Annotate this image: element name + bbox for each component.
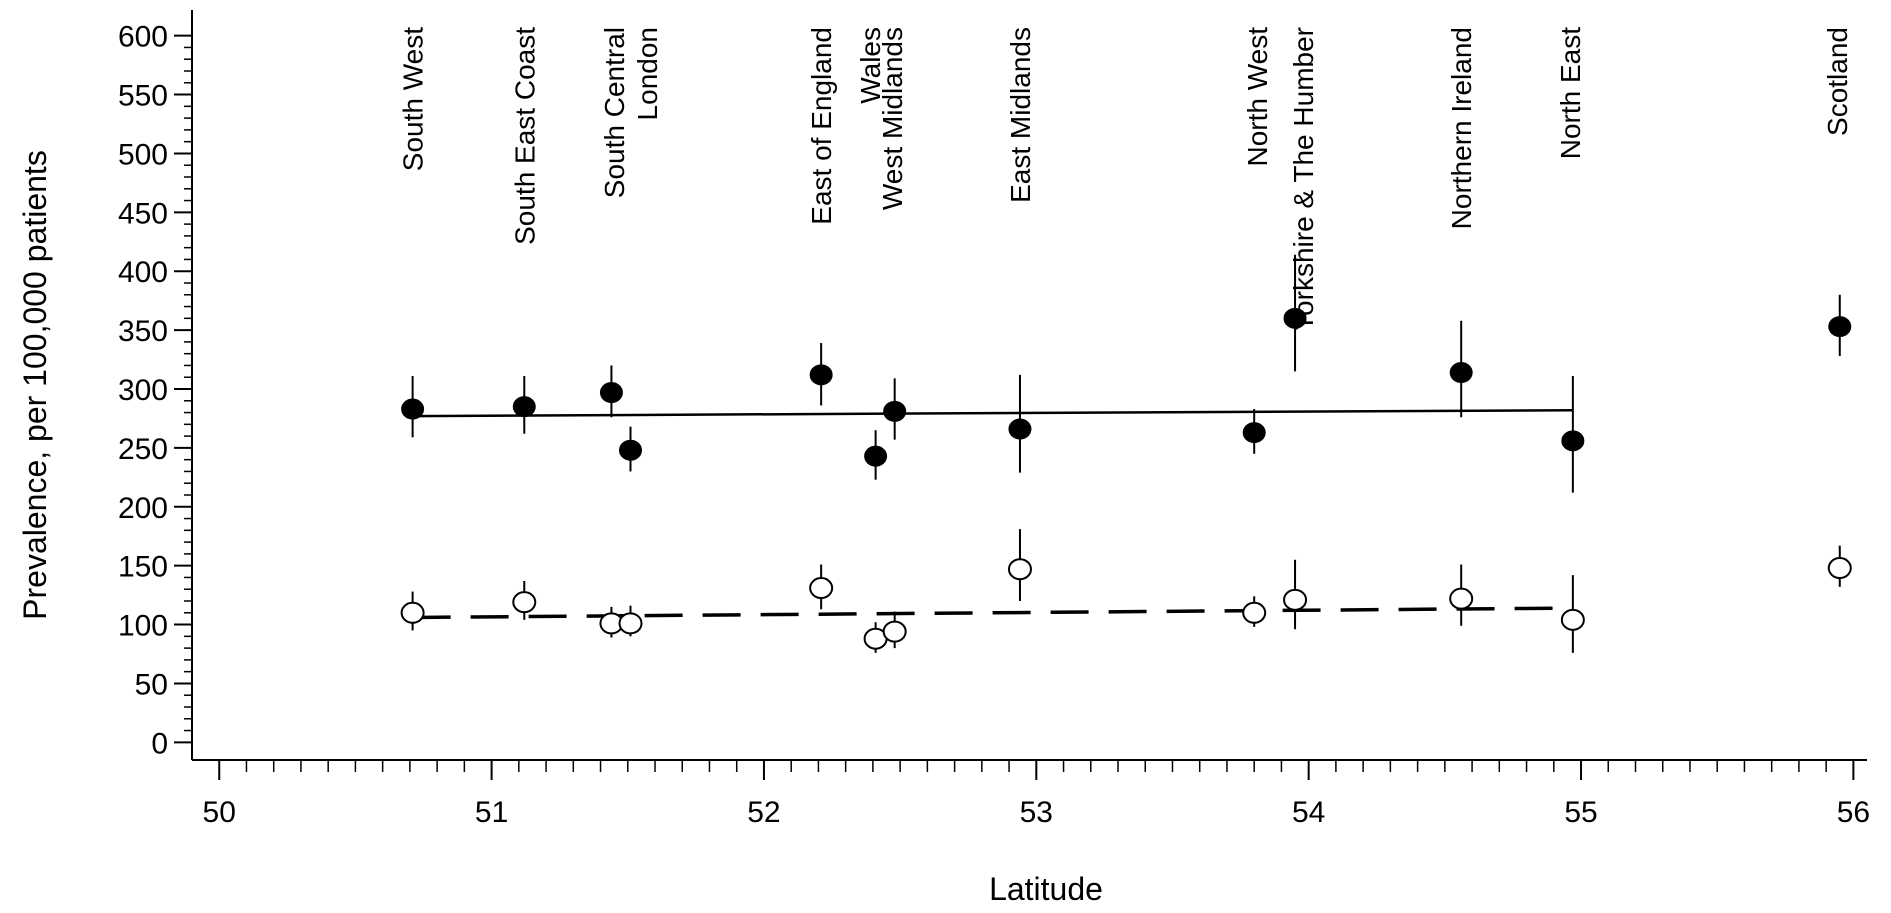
x-tick-label: 56 (1837, 796, 1870, 829)
data-point-filled (1561, 430, 1585, 452)
region-label: Wales (855, 27, 886, 104)
y-tick-label: 400 (118, 256, 168, 289)
region-label: West Midlands (877, 27, 908, 210)
y-tick-label: 0 (151, 727, 168, 760)
data-point-filled (864, 445, 888, 467)
data-point-filled (1008, 418, 1032, 440)
data-point-open (1007, 558, 1032, 581)
y-tick-label: 300 (118, 374, 168, 407)
x-axis-title: Latitude (989, 871, 1103, 907)
data-point-open (1242, 601, 1267, 624)
region-label: East of England (806, 27, 837, 225)
fit-line-solid (412, 408, 1573, 418)
data-point-filled (401, 398, 425, 420)
x-tick-label: 50 (203, 796, 236, 829)
region-labels: South West South East Coast South Central L… (398, 27, 1853, 332)
data-point-filled (883, 400, 907, 422)
data-point-filled (1828, 316, 1852, 338)
y-tick-label: 450 (118, 197, 168, 230)
x-tick-label: 54 (1292, 796, 1325, 829)
data-point-filled (1283, 307, 1307, 329)
region-label: Yorkshire & The Humber (1288, 27, 1319, 332)
region-label: London (632, 27, 663, 120)
data-point-open (882, 620, 907, 643)
data-point-filled (809, 364, 833, 386)
y-tick-label: 250 (118, 433, 168, 466)
region-label: East Midlands (1005, 27, 1036, 203)
data-point-filled (1242, 422, 1266, 444)
region-label: South Central (599, 27, 630, 198)
x-tick-label: 55 (1564, 796, 1597, 829)
y-tick-label: 500 (118, 138, 168, 171)
data-point-filled (512, 396, 536, 418)
region-label: Northern Ireland (1446, 27, 1477, 229)
data-point-open (809, 577, 834, 600)
y-tick-label: 200 (118, 492, 168, 525)
data-points (400, 254, 1852, 653)
x-tick-label: 53 (1020, 796, 1053, 829)
data-point-open (618, 612, 643, 635)
data-point-filled (1449, 362, 1473, 384)
y-tick-label: 50 (135, 668, 168, 701)
y-tick-label: 100 (118, 610, 168, 643)
y-tick-label: 550 (118, 80, 168, 113)
y-tick-label: 150 (118, 551, 168, 584)
region-label: South East Coast (509, 27, 540, 245)
y-tick-label: 350 (118, 315, 168, 348)
y-tick-label: 600 (118, 21, 168, 54)
fit-line-dashed (412, 606, 1573, 620)
data-point-open (1283, 588, 1308, 611)
region-label: South West (398, 27, 429, 171)
data-point-open (512, 591, 537, 614)
data-point-open (1560, 608, 1585, 631)
fit-lines (412, 408, 1573, 620)
axes: 0 50 100 150 200 250 300 350 400 450 500 550 600 50 51… (118, 10, 1870, 829)
x-tick-label: 51 (475, 796, 508, 829)
data-point-filled (599, 382, 623, 404)
region-label: North East (1555, 27, 1586, 159)
data-point-open (1827, 557, 1852, 580)
x-tick-label: 52 (747, 796, 780, 829)
region-label: North West (1242, 27, 1273, 167)
data-point-filled (618, 439, 642, 461)
data-point-open (400, 601, 425, 624)
y-axis-title: Prevalence, per 100,000 patients (17, 150, 53, 620)
data-point-open (1449, 587, 1474, 610)
region-label: Scotland (1822, 27, 1853, 136)
